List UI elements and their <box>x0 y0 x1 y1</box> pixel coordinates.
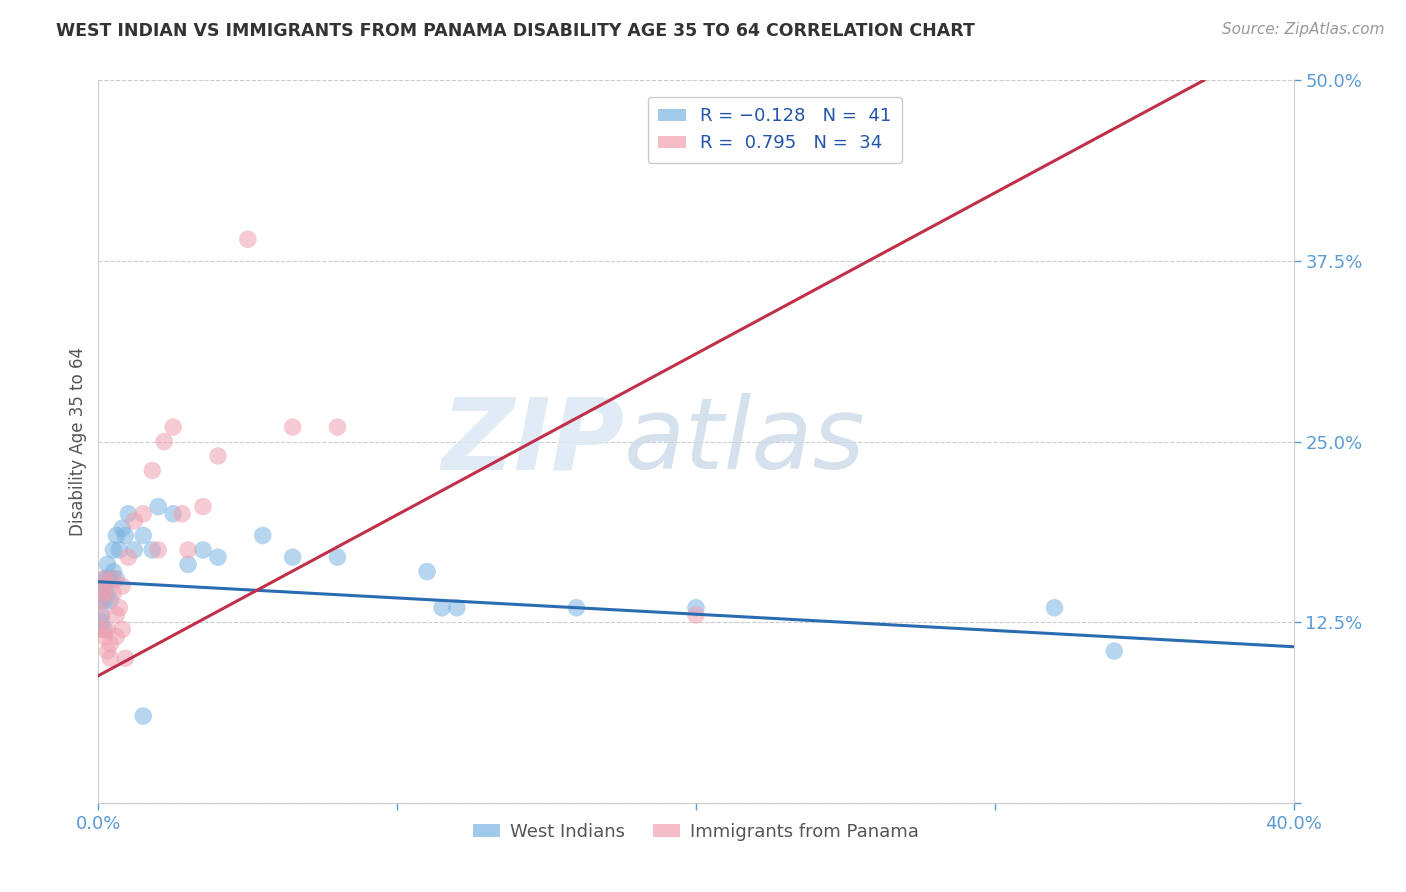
Point <box>685 600 707 615</box>
Point <box>96 586 118 600</box>
Point <box>207 449 229 463</box>
Point <box>105 607 128 622</box>
Point <box>446 600 468 615</box>
Point <box>114 528 136 542</box>
Point <box>93 572 115 586</box>
Point <box>108 542 131 557</box>
Point <box>96 572 118 586</box>
Point <box>132 709 155 723</box>
Point <box>117 550 139 565</box>
Point <box>90 615 112 630</box>
Point <box>132 507 155 521</box>
Point <box>96 623 118 637</box>
Point <box>207 550 229 565</box>
Point <box>124 542 146 557</box>
Point <box>430 600 453 615</box>
Point <box>105 630 128 644</box>
Legend: West Indians, Immigrants from Panama: West Indians, Immigrants from Panama <box>465 815 927 848</box>
Point <box>326 420 349 434</box>
Point <box>685 607 707 622</box>
Text: WEST INDIAN VS IMMIGRANTS FROM PANAMA DISABILITY AGE 35 TO 64 CORRELATION CHART: WEST INDIAN VS IMMIGRANTS FROM PANAMA DI… <box>56 22 976 40</box>
Point <box>148 542 170 557</box>
Point <box>93 593 115 607</box>
Point <box>105 572 128 586</box>
Text: Source: ZipAtlas.com: Source: ZipAtlas.com <box>1222 22 1385 37</box>
Point <box>103 572 125 586</box>
Point <box>108 600 131 615</box>
Point <box>93 572 115 586</box>
Point <box>90 593 112 607</box>
Point <box>103 542 125 557</box>
Point <box>90 579 112 593</box>
Point <box>96 644 118 658</box>
Point <box>90 607 112 622</box>
Point <box>177 558 200 572</box>
Point <box>96 558 118 572</box>
Point <box>132 528 155 542</box>
Point <box>1043 600 1066 615</box>
Point <box>252 528 274 542</box>
Point <box>93 623 115 637</box>
Point <box>172 507 194 521</box>
Text: ZIP: ZIP <box>441 393 624 490</box>
Point <box>326 550 349 565</box>
Text: atlas: atlas <box>624 393 866 490</box>
Point <box>117 507 139 521</box>
Point <box>90 607 112 622</box>
Point <box>191 542 214 557</box>
Y-axis label: Disability Age 35 to 64: Disability Age 35 to 64 <box>69 347 87 536</box>
Point <box>281 420 304 434</box>
Point <box>162 507 184 521</box>
Point <box>103 565 125 579</box>
Point <box>1104 644 1126 658</box>
Point <box>114 651 136 665</box>
Point <box>103 586 125 600</box>
Point <box>90 579 112 593</box>
Point <box>124 514 146 528</box>
Point <box>93 582 115 596</box>
Point <box>90 623 112 637</box>
Point <box>98 651 122 665</box>
Point <box>93 586 115 600</box>
Point <box>281 550 304 565</box>
Point <box>111 579 134 593</box>
Point <box>153 434 176 449</box>
Point <box>148 500 170 514</box>
Point <box>111 623 134 637</box>
Point <box>98 593 122 607</box>
Point <box>416 565 439 579</box>
Point <box>111 521 134 535</box>
Point <box>236 232 259 246</box>
Point <box>141 463 163 477</box>
Point <box>141 542 163 557</box>
Point <box>177 542 200 557</box>
Point <box>105 528 128 542</box>
Point <box>98 572 122 586</box>
Point <box>90 593 112 607</box>
Point <box>162 420 184 434</box>
Point <box>191 500 214 514</box>
Point <box>93 630 115 644</box>
Point <box>90 586 112 600</box>
Point <box>98 637 122 651</box>
Point <box>565 600 588 615</box>
